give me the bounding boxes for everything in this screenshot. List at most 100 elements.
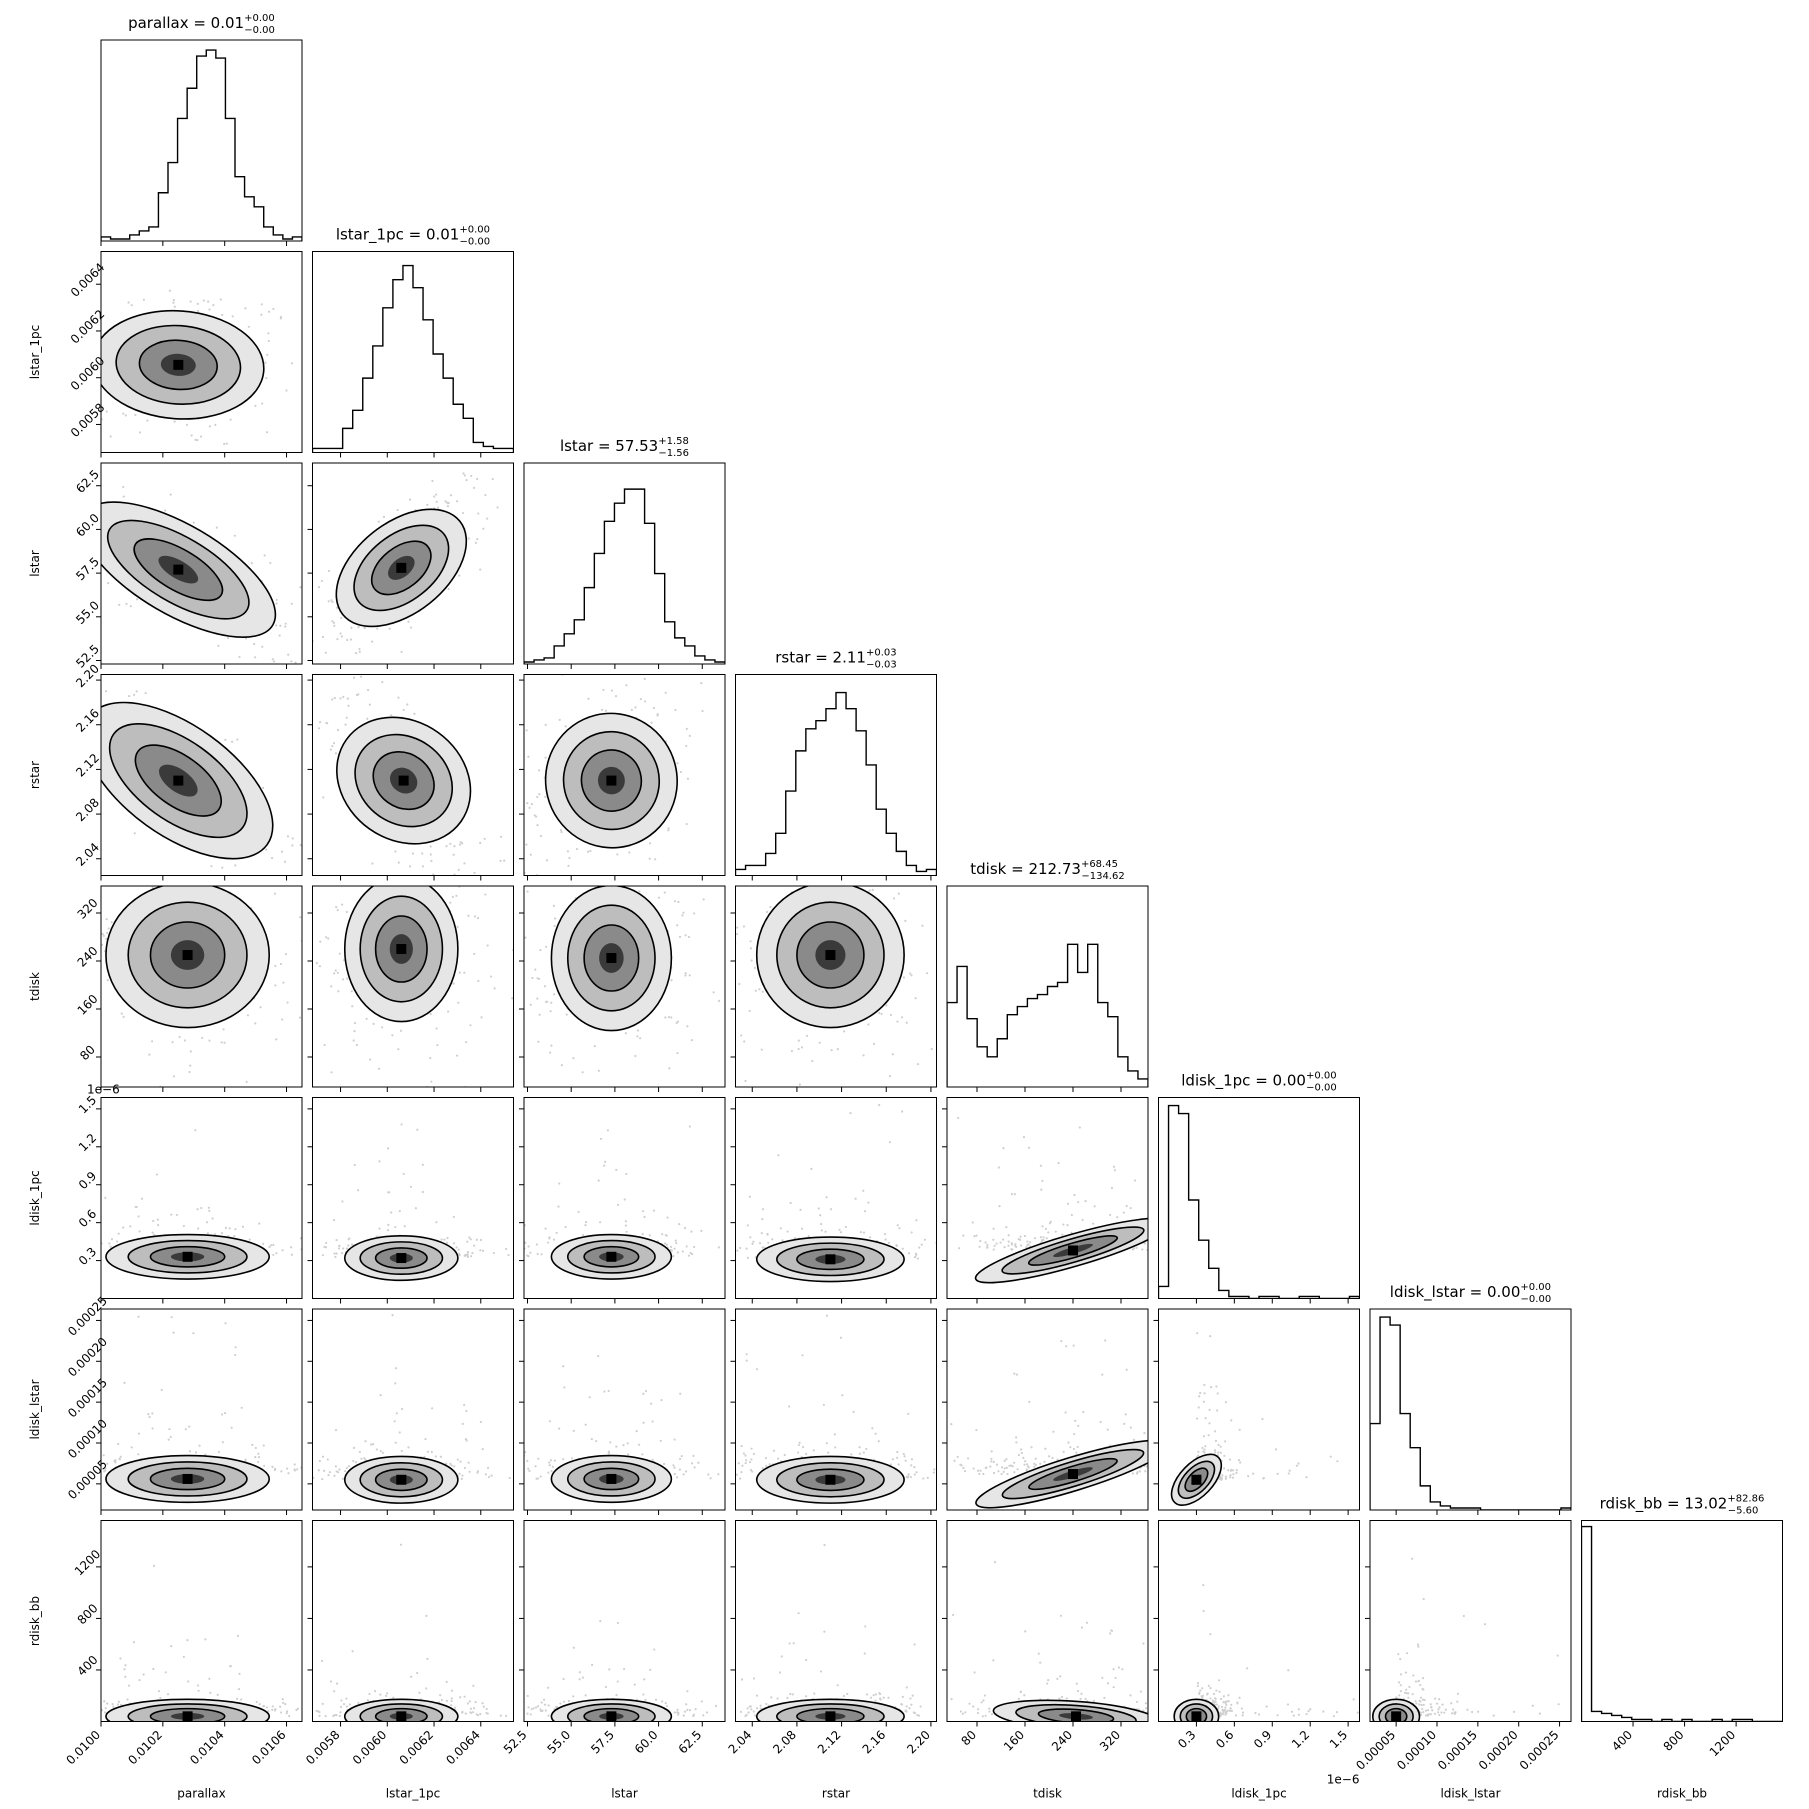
sample-point [518, 920, 520, 922]
sample-point [238, 655, 241, 659]
sample-point [117, 1232, 120, 1235]
sample-point [220, 1232, 224, 1235]
sample-point [1077, 1424, 1080, 1427]
sample-point [400, 1449, 403, 1453]
sample-point [518, 801, 520, 803]
sample-point [1177, 1464, 1179, 1466]
title-plus-error: +0.00 [459, 225, 490, 236]
sample-point [289, 1246, 293, 1249]
sample-point [408, 498, 412, 501]
sample-point [288, 882, 290, 884]
sample-point [672, 1254, 675, 1258]
sample-point [714, 1243, 716, 1245]
sample-point [796, 1451, 800, 1454]
sample-point [643, 1215, 646, 1219]
sample-point [683, 1226, 687, 1230]
sample-point [916, 1257, 920, 1260]
density-group [75, 485, 302, 664]
sample-point [516, 831, 518, 833]
sample-point [475, 1472, 477, 1474]
sample-point [364, 626, 367, 630]
sample-point [117, 1442, 120, 1446]
sample-point [679, 770, 683, 774]
sample-point [1247, 1474, 1250, 1478]
sample-point [975, 1238, 977, 1240]
sample-point [989, 1465, 992, 1468]
sample-point [1141, 1248, 1144, 1251]
sample-point [268, 310, 271, 313]
sample-point [858, 1452, 862, 1455]
sample-point [1149, 1237, 1151, 1239]
sample-point [765, 1464, 768, 1468]
sample-point [259, 1006, 262, 1009]
sample-point [878, 1103, 881, 1107]
sample-point [547, 1471, 550, 1474]
sample-point [236, 878, 238, 880]
histogram-step-lstar_1pc [312, 264, 514, 453]
y-tick-label: 2.12 [73, 751, 102, 780]
sample-point [247, 325, 250, 328]
sample-point [1373, 1474, 1375, 1476]
sample-point [489, 975, 493, 978]
sample-point [586, 850, 590, 853]
sample-point [465, 914, 467, 916]
sample-point [75, 558, 77, 560]
sample-point [58, 687, 60, 689]
sample-point [1154, 1468, 1156, 1470]
sample-point [458, 843, 462, 846]
sample-point [1161, 1206, 1163, 1208]
sample-point [223, 1041, 226, 1044]
sample-point [217, 644, 220, 648]
sample-point [353, 1021, 357, 1025]
sample-point [1042, 1236, 1045, 1239]
sample-point [437, 506, 440, 509]
sample-point [739, 1477, 742, 1480]
sample-point [743, 892, 745, 894]
sample-point [511, 997, 514, 1000]
sample-point [667, 827, 670, 830]
sample-point [903, 1455, 906, 1458]
sample-point [192, 521, 195, 524]
sample-point [1162, 1248, 1164, 1250]
title-minus-error: −1.56 [658, 448, 689, 459]
sample-point [524, 1450, 527, 1454]
sample-point [464, 1041, 468, 1044]
sample-point [797, 1039, 800, 1042]
sample-point [254, 404, 257, 407]
sample-point [368, 703, 371, 706]
sample-point [833, 1433, 836, 1436]
sample-point [670, 979, 673, 982]
sample-point [892, 897, 896, 900]
sample-point [304, 1476, 306, 1478]
sample-point [564, 1225, 567, 1229]
y-tick-label: 80 [77, 1042, 98, 1063]
sample-point [416, 1128, 419, 1131]
sample-point [731, 938, 733, 940]
sample-point [449, 842, 452, 845]
sample-point [409, 1185, 413, 1188]
sample-point [335, 1252, 338, 1255]
panel-frame [523, 462, 726, 665]
sample-point [1250, 1465, 1252, 1467]
sample-point [905, 1021, 908, 1024]
sample-point [387, 1223, 390, 1226]
sample-point [315, 961, 318, 965]
sample-point [1041, 1225, 1044, 1228]
sample-point [1131, 1472, 1134, 1475]
density-group [101, 289, 294, 445]
sample-point [599, 1137, 603, 1140]
sample-point [531, 976, 534, 980]
sample-point [357, 1189, 360, 1192]
sample-point [338, 1468, 341, 1471]
sample-point [858, 1446, 861, 1449]
sample-point [1025, 1245, 1028, 1249]
sample-point [728, 1248, 730, 1250]
sample-point [336, 728, 340, 732]
sample-point [825, 1442, 828, 1445]
sample-point [444, 861, 446, 863]
sample-point [1005, 1466, 1008, 1469]
sample-point [539, 834, 543, 838]
sample-point [152, 1233, 156, 1237]
sample-point [550, 1044, 553, 1047]
